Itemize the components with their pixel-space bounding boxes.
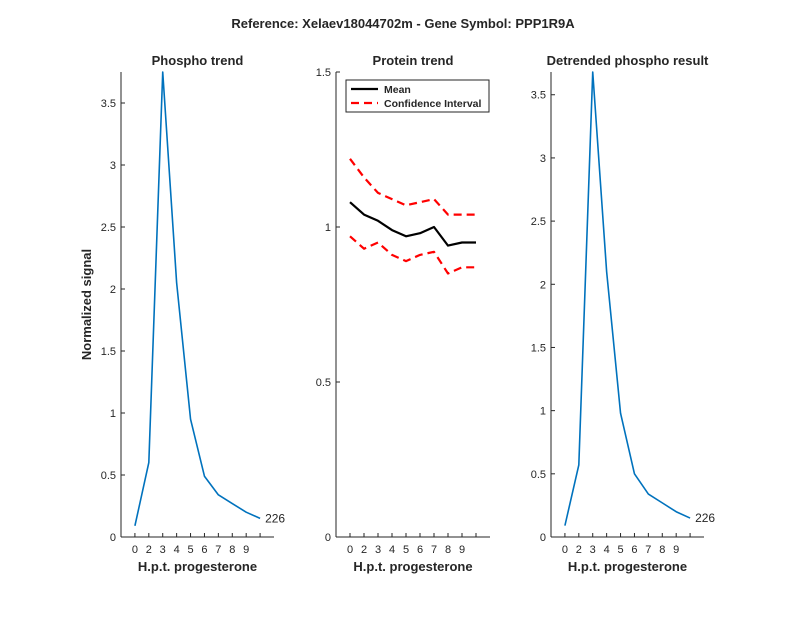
y-tick-label: 2.5 [101, 222, 116, 234]
x-tick-label: 4 [389, 544, 395, 556]
x-tick-label: 2 [576, 544, 582, 556]
x-tick-label: 2 [146, 544, 152, 556]
y-tick-label: 0 [325, 532, 331, 544]
y-tick-label: 0.5 [531, 469, 546, 481]
x-tick-label: 7 [645, 544, 651, 556]
legend-ci-label: Confidence Interval [384, 98, 482, 110]
y-tick-label: 2.5 [531, 216, 546, 228]
x-tick-label: 5 [617, 544, 623, 556]
panel-title: Phospho trend [152, 53, 244, 68]
x-tick-label: 6 [631, 544, 637, 556]
point-annotation: 226 [265, 511, 285, 525]
point-annotation: 226 [695, 511, 715, 525]
x-tick-label: 8 [659, 544, 665, 556]
x-tick-label: 9 [243, 544, 249, 556]
y-axis-label: Normalized signal [79, 249, 94, 360]
x-tick-label: 7 [431, 544, 437, 556]
mean-series-line [349, 201, 476, 247]
y-tick-label: 1.5 [101, 346, 116, 358]
x-tick-label: 4 [604, 544, 610, 556]
ci-upper-series-line [349, 158, 476, 216]
x-tick-label: 7 [215, 544, 221, 556]
x-tick-label: 9 [673, 544, 679, 556]
y-tick-label: 1 [325, 222, 331, 234]
y-tick-label: 2 [110, 284, 116, 296]
panel-title: Detrended phospho result [547, 53, 709, 68]
phospho-series-line [564, 71, 691, 526]
x-tick-label: 4 [174, 544, 180, 556]
x-tick-label: 0 [562, 544, 568, 556]
y-tick-label: 1.5 [316, 67, 331, 79]
x-tick-label: 8 [229, 544, 235, 556]
x-tick-label: 0 [132, 544, 138, 556]
y-tick-label: 0.5 [101, 470, 116, 482]
legend-box [345, 79, 490, 113]
x-axis-label: H.p.t. progesterone [138, 559, 257, 574]
phospho-series-line [134, 71, 261, 527]
y-tick-label: 2 [540, 279, 546, 291]
x-axis-label: H.p.t. progesterone [353, 559, 472, 574]
x-tick-label: 5 [187, 544, 193, 556]
x-tick-label: 3 [160, 544, 166, 556]
x-axis-label: H.p.t. progesterone [568, 559, 687, 574]
y-tick-label: 1 [540, 406, 546, 418]
x-tick-label: 3 [590, 544, 596, 556]
y-tick-label: 3 [110, 160, 116, 172]
ci-lower-series-line [349, 235, 476, 275]
x-tick-label: 5 [403, 544, 409, 556]
x-tick-label: 2 [361, 544, 367, 556]
panel-title: Protein trend [373, 53, 454, 68]
x-tick-label: 6 [417, 544, 423, 556]
y-tick-label: 1 [110, 408, 116, 420]
y-tick-label: 3.5 [531, 90, 546, 102]
x-tick-label: 8 [445, 544, 451, 556]
legend-mean-label: Mean [384, 84, 411, 96]
legend: Mean Confidence Interval [345, 79, 490, 113]
y-tick-label: 0.5 [316, 377, 331, 389]
x-tick-label: 3 [375, 544, 381, 556]
x-tick-label: 9 [459, 544, 465, 556]
y-tick-label: 3.5 [101, 98, 116, 110]
x-tick-label: 0 [347, 544, 353, 556]
figure-suptitle: Reference: Xelaev18044702m - Gene Symbol… [231, 16, 575, 31]
y-tick-label: 0 [110, 532, 116, 544]
y-tick-label: 3 [540, 153, 546, 165]
x-tick-label: 6 [201, 544, 207, 556]
y-tick-label: 0 [540, 532, 546, 544]
y-tick-label: 1.5 [531, 342, 546, 354]
